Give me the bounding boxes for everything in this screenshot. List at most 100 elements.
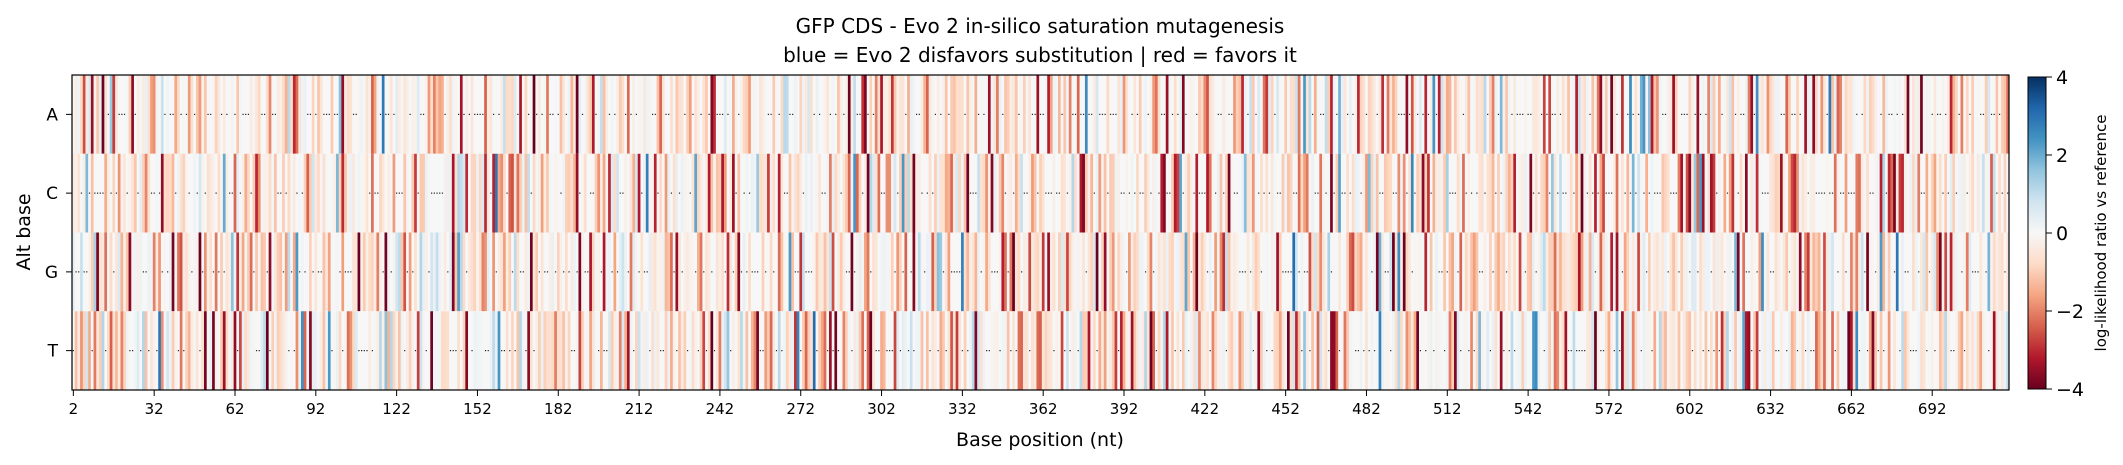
heatmap-cell bbox=[1470, 232, 1474, 312]
heatmap-cell bbox=[767, 311, 771, 390]
heatmap-cell bbox=[1300, 75, 1304, 154]
heatmap-cell bbox=[548, 153, 553, 233]
reference-dot bbox=[1748, 271, 1750, 273]
reference-dot bbox=[1053, 350, 1055, 352]
reference-dot bbox=[350, 271, 352, 273]
heatmap-cell bbox=[1868, 75, 1873, 154]
heatmap-cell bbox=[524, 153, 528, 233]
reference-dot bbox=[1891, 113, 1893, 115]
heatmap-cell bbox=[804, 75, 809, 154]
reference-dot bbox=[1185, 113, 1187, 115]
heatmap-cell bbox=[952, 153, 957, 233]
heatmap-cell bbox=[136, 311, 140, 390]
heatmap-cell bbox=[656, 75, 660, 154]
heatmap-cell bbox=[1518, 153, 1522, 233]
heatmap-cell bbox=[403, 75, 407, 154]
heatmap-cell bbox=[403, 232, 407, 312]
heatmap-cell bbox=[637, 75, 642, 154]
reference-dot bbox=[1174, 350, 1176, 352]
heatmap-cell bbox=[1866, 232, 1870, 312]
heatmap-cell bbox=[683, 311, 687, 390]
reference-dot bbox=[1002, 113, 1004, 115]
heatmap-cell bbox=[1357, 232, 1361, 312]
heatmap-cell bbox=[112, 311, 116, 390]
heatmap-cell bbox=[427, 75, 431, 154]
reference-dot bbox=[1559, 113, 1562, 115]
heatmap-cell bbox=[354, 153, 359, 233]
heatmap-cell bbox=[435, 311, 439, 390]
reference-dot bbox=[1363, 350, 1365, 352]
reference-dot bbox=[202, 271, 204, 273]
heatmap-cell bbox=[713, 153, 717, 233]
heatmap-cell bbox=[524, 232, 528, 312]
heatmap-cell bbox=[829, 232, 833, 312]
heatmap-cell bbox=[511, 311, 515, 390]
heatmap-cell bbox=[107, 311, 111, 390]
heatmap-cell bbox=[529, 311, 534, 390]
reference-dot bbox=[102, 192, 104, 194]
heatmap-cell bbox=[225, 311, 229, 390]
heatmap-cell bbox=[837, 232, 841, 312]
heatmap-cell bbox=[427, 311, 431, 390]
heatmap-cell bbox=[1666, 311, 1671, 390]
heatmap-cell bbox=[1397, 153, 1401, 233]
heatmap-cell bbox=[519, 75, 523, 154]
heatmap-cell bbox=[866, 232, 871, 312]
heatmap-cell bbox=[362, 75, 367, 154]
heatmap-cell bbox=[1165, 311, 1170, 390]
heatmap-cell bbox=[150, 75, 154, 154]
heatmap-cell bbox=[1276, 75, 1280, 154]
heatmap-cell bbox=[1375, 153, 1380, 233]
heatmap-cell bbox=[826, 232, 830, 312]
heatmap-cell bbox=[1047, 75, 1051, 154]
heatmap-cell bbox=[1529, 311, 1533, 390]
heatmap-cell bbox=[1354, 75, 1358, 154]
heatmap-cell bbox=[691, 153, 695, 233]
heatmap-cell bbox=[1297, 153, 1302, 233]
heatmap-cell bbox=[1858, 75, 1862, 154]
heatmap-cell bbox=[1214, 75, 1218, 154]
reference-dot bbox=[924, 271, 926, 273]
heatmap-cell bbox=[767, 153, 771, 233]
reference-dot bbox=[212, 271, 215, 273]
heatmap-cell bbox=[1863, 311, 1867, 390]
heatmap-cell bbox=[1375, 311, 1380, 390]
heatmap-cell bbox=[397, 232, 402, 312]
reference-dot bbox=[1328, 350, 1330, 352]
heatmap-cell bbox=[454, 75, 458, 154]
reference-dot bbox=[1163, 113, 1166, 115]
heatmap-cell bbox=[732, 75, 736, 154]
x-tick-label: 542 bbox=[1514, 400, 1543, 418]
heatmap-cell bbox=[486, 153, 491, 233]
heatmap-cell bbox=[1936, 232, 1940, 312]
heatmap-cell bbox=[971, 75, 976, 154]
heatmap-cell bbox=[600, 153, 604, 233]
reference-dot bbox=[1177, 113, 1179, 115]
reference-dot bbox=[983, 113, 985, 115]
heatmap-cell bbox=[1540, 153, 1544, 233]
x-tick-label: 422 bbox=[1191, 400, 1220, 418]
heatmap-cell bbox=[239, 232, 243, 312]
reference-dot bbox=[242, 113, 244, 115]
heatmap-cell bbox=[481, 311, 485, 390]
heatmap-cell bbox=[1365, 311, 1369, 390]
heatmap-cell bbox=[1122, 75, 1126, 154]
heatmap-cell bbox=[882, 311, 887, 390]
reference-dot bbox=[1417, 113, 1419, 115]
heatmap-cell bbox=[1281, 311, 1285, 390]
heatmap-cell bbox=[740, 153, 744, 233]
heatmap-cell bbox=[1200, 75, 1205, 154]
heatmap-cell bbox=[1693, 153, 1698, 233]
heatmap-cell bbox=[1106, 75, 1110, 154]
heatmap-cell bbox=[556, 153, 561, 233]
reference-dot bbox=[1608, 192, 1610, 194]
heatmap-cell bbox=[521, 153, 526, 233]
reference-dot bbox=[1955, 192, 1958, 194]
heatmap-cell bbox=[1004, 311, 1008, 390]
heatmap-cell bbox=[1133, 311, 1137, 390]
heatmap-cell bbox=[1343, 75, 1347, 154]
heatmap-cell bbox=[171, 232, 175, 312]
heatmap-cell bbox=[1138, 75, 1143, 154]
reference-dot bbox=[1632, 113, 1634, 115]
heatmap-cell bbox=[131, 75, 135, 154]
